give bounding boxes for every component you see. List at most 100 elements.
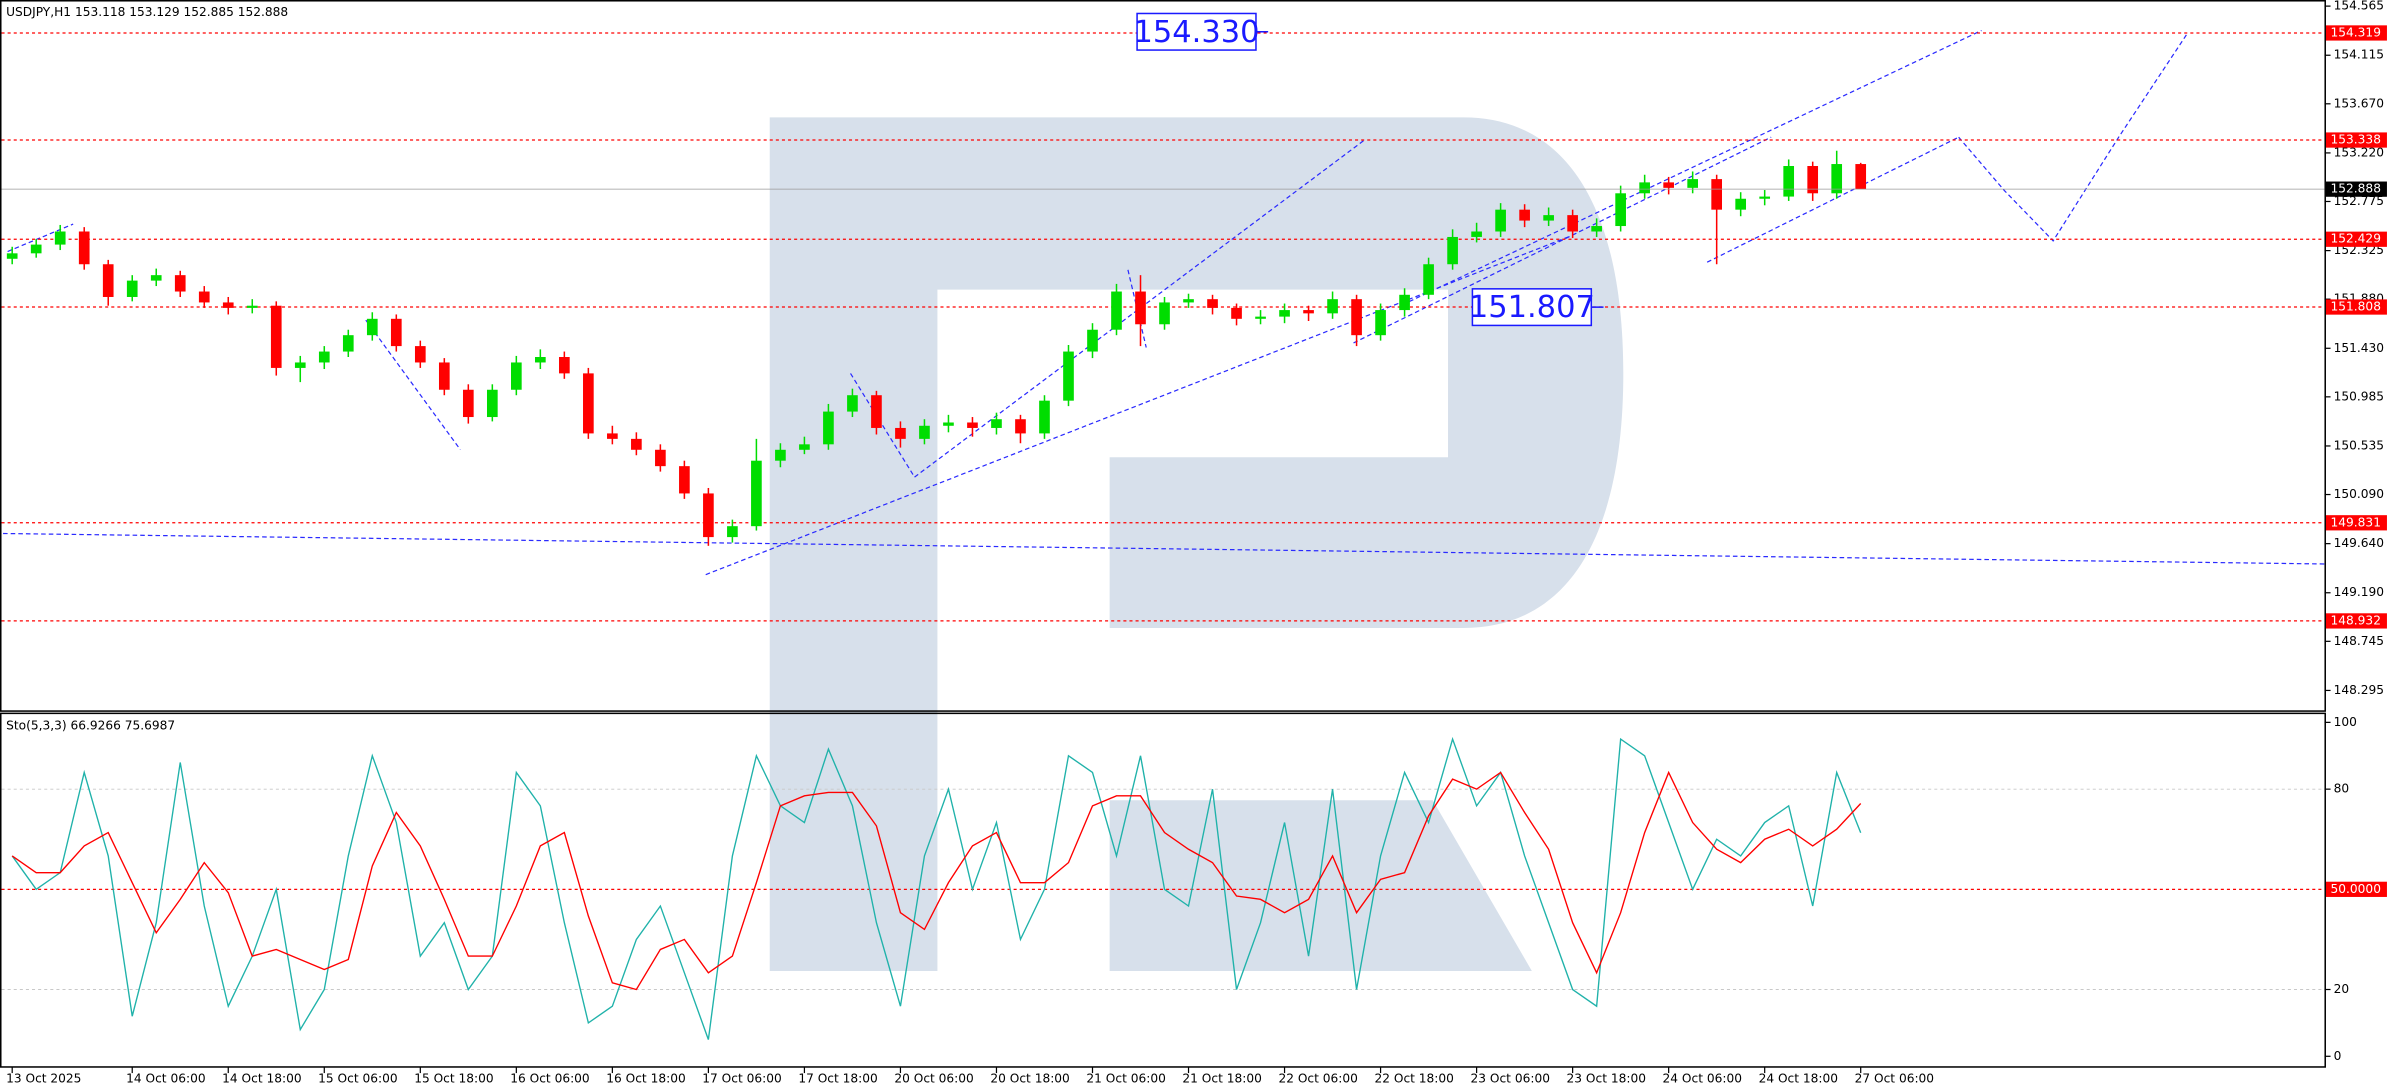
candle-body	[1207, 299, 1218, 308]
candle-body	[78, 231, 90, 265]
candle-body	[1255, 316, 1266, 319]
level-label: 154.319	[2331, 25, 2381, 39]
x-tick-label: 24 Oct 06:00	[1663, 1072, 1742, 1086]
candle-body	[799, 444, 810, 450]
candle-body	[102, 264, 114, 297]
close: 152.888	[238, 5, 288, 19]
trend-lines	[3, 29, 2325, 576]
y-tick-label: 20	[2334, 982, 2350, 996]
indicator-title: Sto(5,3,3)	[6, 718, 67, 732]
y-tick-label: 100	[2334, 715, 2357, 729]
candle-body	[1543, 215, 1554, 221]
y-tick-label: 152.775	[2334, 194, 2384, 208]
x-tick-label: 22 Oct 06:00	[1278, 1072, 1357, 1086]
level-label-box	[2325, 515, 2387, 531]
candle-body	[727, 526, 738, 538]
level-label-box	[2325, 132, 2387, 148]
y-tick-label: 80	[2334, 782, 2350, 796]
y-tick-label: 148.295	[2334, 683, 2384, 697]
y-tick-label: 149.640	[2334, 536, 2384, 550]
signal-value: 75.6987	[125, 718, 175, 732]
candle-body	[294, 362, 306, 368]
y-tick-label: 151.430	[2334, 341, 2384, 355]
candle-body	[174, 275, 186, 292]
y-tick-label: 148.745	[2334, 634, 2384, 648]
candle-body	[1183, 299, 1194, 303]
candle-body	[583, 373, 594, 434]
candle-body	[1015, 419, 1026, 434]
candle-body	[967, 422, 978, 428]
candle-body	[679, 466, 690, 494]
x-tick-label: 14 Oct 18:00	[222, 1072, 301, 1086]
candle-body	[1279, 310, 1290, 317]
candle-body	[1399, 294, 1410, 311]
level-label: 151.808	[2331, 300, 2381, 314]
candle-body	[1375, 310, 1386, 336]
candle-body	[703, 493, 714, 538]
candle-body	[126, 280, 138, 297]
x-tick-label: 23 Oct 06:00	[1471, 1072, 1550, 1086]
x-tick-label: 22 Oct 18:00	[1374, 1072, 1453, 1086]
x-tick-label: 15 Oct 06:00	[318, 1072, 397, 1086]
candle-body	[1231, 307, 1242, 319]
current-price-label: 152.888	[2331, 182, 2381, 196]
x-tick-label: 17 Oct 18:00	[798, 1072, 877, 1086]
candle-body	[414, 346, 426, 363]
y-tick-label: 150.535	[2334, 438, 2384, 452]
candle-body	[342, 335, 354, 352]
candle-body	[318, 351, 330, 363]
candles	[6, 150, 1867, 546]
candle-body	[559, 357, 570, 374]
x-tick-label: 23 Oct 18:00	[1567, 1072, 1646, 1086]
x-tick-label: 16 Oct 18:00	[606, 1072, 685, 1086]
candle-body	[1615, 193, 1626, 227]
candle-body	[775, 449, 786, 461]
current-price-box	[2325, 181, 2387, 197]
candle-body	[1639, 182, 1650, 194]
annotation-label: 154.330	[1134, 15, 1260, 50]
open: 153.118	[75, 5, 125, 19]
candle-body	[486, 389, 498, 418]
candle-body	[438, 362, 450, 390]
candle-body	[1591, 226, 1602, 232]
level-label-box	[2325, 613, 2387, 629]
x-tick-label: 20 Oct 06:00	[894, 1072, 973, 1086]
candle-body	[150, 275, 162, 281]
candle-body	[1111, 291, 1122, 330]
y-tick-label: 150.090	[2334, 487, 2384, 501]
candle-body	[222, 302, 234, 308]
x-tick-label: 24 Oct 18:00	[1759, 1072, 1838, 1086]
x-tick-label: 14 Oct 06:00	[126, 1072, 205, 1086]
candle-body	[1735, 198, 1747, 210]
main-panel	[0, 0, 2326, 712]
candle-body	[943, 422, 954, 426]
indicator-line	[11, 736, 1862, 1040]
candle-body	[1087, 329, 1098, 352]
level-label-box	[2325, 231, 2387, 247]
candle-body	[751, 460, 762, 527]
main-value: 66.9266	[70, 718, 120, 732]
candle-body	[1519, 209, 1530, 221]
y-tick-label: 149.190	[2334, 585, 2384, 599]
level-label-box	[2325, 25, 2387, 41]
y-tick-label: 153.670	[2334, 96, 2384, 110]
candle-body	[823, 411, 834, 445]
level-label-box	[2325, 881, 2387, 897]
candle-body	[1663, 182, 1674, 188]
x-tick-label: 21 Oct 06:00	[1086, 1072, 1165, 1086]
candle-body	[1447, 236, 1458, 265]
level-label: 148.932	[2331, 613, 2381, 627]
y-tick-label: 150.985	[2334, 389, 2384, 403]
candle-body	[1855, 164, 1867, 190]
candle-body	[1831, 164, 1843, 194]
stoch-panel	[0, 712, 2326, 1068]
x-tick-label: 21 Oct 18:00	[1182, 1072, 1261, 1086]
candle-body	[270, 305, 282, 368]
y-tick-label: 0	[2334, 1049, 2342, 1063]
candle-body	[1327, 299, 1338, 314]
x-tick-label: 16 Oct 06:00	[510, 1072, 589, 1086]
candle-body	[535, 357, 546, 363]
y-tick-label: 153.220	[2334, 145, 2384, 159]
candle-body	[6, 253, 18, 259]
